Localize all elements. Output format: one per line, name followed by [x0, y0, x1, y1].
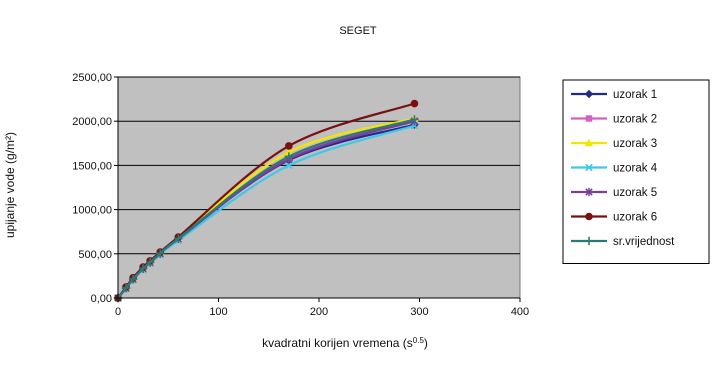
legend-item: uzorak 1 — [571, 89, 657, 101]
x-axis-label-main: kvadratni korijen vremena (s — [262, 336, 413, 350]
x-axis-label-exponent: 0.5 — [413, 336, 425, 345]
legend-swatch-marker — [585, 115, 593, 122]
legend-swatch-marker — [584, 138, 594, 147]
legend: uzorak 1 uzorak 2 uzorak 3 uzorak 4 uzorak 5… — [562, 79, 710, 264]
series-4-point-stroke — [285, 161, 293, 170]
legend-label: uzorak 3 — [613, 138, 657, 150]
legend-swatch-marker — [585, 212, 593, 221]
chart-title: SEGET — [339, 25, 377, 37]
legend-label: uzorak 4 — [613, 163, 658, 175]
x-tick-label: 300 — [410, 306, 428, 318]
x-tick-label: 100 — [209, 306, 227, 318]
series-4-point — [285, 161, 293, 170]
y-tick-label: 0,00 — [91, 293, 112, 305]
legend-label: sr.vrijednost — [613, 236, 675, 248]
legend-item: uzorak 2 — [571, 114, 657, 126]
legend-label: uzorak 5 — [613, 187, 657, 199]
legend-item: uzorak 5 — [571, 187, 657, 199]
x-tick-label: 200 — [310, 306, 328, 318]
series-7-point — [138, 264, 148, 273]
series-7-point — [284, 152, 294, 161]
x-tick-label: 400 — [511, 306, 529, 318]
legend-swatch-marker — [585, 187, 593, 197]
series-7-point — [128, 274, 138, 284]
legend-swatch-marker-stroke — [585, 163, 593, 172]
legend-item: uzorak 3 — [571, 138, 657, 150]
y-axis: 0,00 500,00 1000,00 1500,00 2000,00 2500,00 — [72, 72, 119, 305]
y-tick-label: 1500,00 — [72, 160, 112, 172]
series-3-point — [284, 147, 294, 156]
series-7-point — [145, 257, 155, 267]
series-7-point — [156, 249, 165, 258]
x-tick-label: 0 — [115, 306, 121, 318]
y-tick-label: 500,00 — [78, 249, 112, 261]
legend-swatch-marker — [584, 236, 594, 246]
legend-box — [562, 79, 710, 264]
x-axis-label-end: ) — [424, 336, 428, 350]
y-tick-label: 2500,00 — [72, 72, 112, 84]
plot-area — [113, 76, 521, 303]
x-axis: 0 100 200 300 400 — [115, 297, 529, 318]
series-6-point — [285, 142, 293, 150]
series-7-point — [410, 115, 419, 124]
legend-swatch-marker — [585, 163, 593, 172]
y-tick-label: 2000,00 — [72, 116, 112, 128]
series-7-point — [174, 234, 183, 243]
legend-label: uzorak 1 — [613, 89, 657, 101]
legend-label: uzorak 2 — [613, 114, 657, 126]
series-7-point — [121, 283, 131, 293]
legend-item: sr.vrijednost — [571, 236, 675, 248]
y-tick-label: 1000,00 — [72, 205, 112, 217]
x-axis-label: kvadratni korijen vremena (s0.5) — [262, 336, 428, 351]
plot-background — [117, 76, 521, 299]
legend-item: uzorak 6 — [571, 212, 657, 224]
y-axis-label: upijanje vode (g/m²) — [3, 132, 17, 238]
legend-item: uzorak 4 — [571, 163, 658, 175]
legend-swatch-marker — [584, 89, 594, 99]
series-6-point — [410, 99, 419, 108]
legend-label: uzorak 6 — [613, 212, 657, 224]
